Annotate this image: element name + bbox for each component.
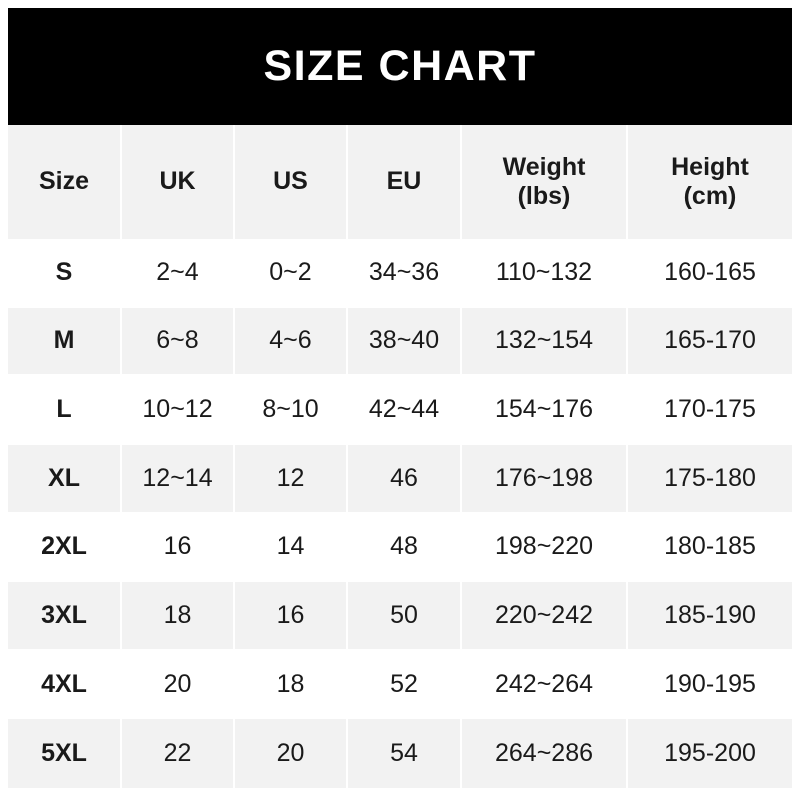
table-row: L 10~12 8~10 42~44 154~176 170-175 [8,376,792,445]
cell-size: 4XL [8,650,122,720]
cell-us: 0~2 [235,239,348,308]
cell-uk: 22 [122,719,235,788]
column-header-weight: Weight (lbs) [462,125,628,239]
cell-size: 5XL [8,719,122,788]
cell-height: 165-170 [628,307,792,377]
table-row: S 2~4 0~2 34~36 110~132 160-165 [8,239,792,308]
column-header-height: Height (cm) [628,125,792,239]
cell-us: 12 [235,444,348,514]
table-row: XL 12~14 12 46 176~198 175-180 [8,444,792,514]
table-body: S 2~4 0~2 34~36 110~132 160-165 M 6~8 4~… [8,239,792,788]
table-row: M 6~8 4~6 38~40 132~154 165-170 [8,307,792,377]
cell-uk: 6~8 [122,307,235,377]
column-header-uk-label: UK [159,167,196,196]
table-row: 3XL 18 16 50 220~242 185-190 [8,582,792,651]
cell-eu: 46 [348,444,462,514]
cell-size: M [8,307,122,377]
cell-size: XL [8,444,122,514]
cell-uk: 18 [122,582,235,651]
cell-height: 180-185 [628,513,792,583]
cell-uk: 12~14 [122,444,235,514]
column-header-size-label: Size [38,167,90,196]
table-header-row: Size UK US EU Weight (lbs) Height (cm) [8,125,792,239]
column-header-weight-label: Weight [502,152,586,181]
cell-weight: 132~154 [462,307,628,377]
cell-height: 195-200 [628,719,792,788]
cell-weight: 154~176 [462,376,628,445]
cell-us: 8~10 [235,376,348,445]
cell-size: 3XL [8,582,122,651]
page-title: SIZE CHART [263,42,537,90]
cell-size: 2XL [8,513,122,583]
cell-eu: 34~36 [348,239,462,308]
title-banner: SIZE CHART [8,8,792,125]
cell-size: L [8,376,122,445]
cell-height: 190-195 [628,650,792,720]
cell-weight: 110~132 [462,239,628,308]
column-header-us-label: US [273,167,308,196]
cell-weight: 198~220 [462,513,628,583]
table-row: 2XL 16 14 48 198~220 180-185 [8,513,792,583]
cell-eu: 48 [348,513,462,583]
cell-height: 160-165 [628,239,792,308]
table-row: 4XL 20 18 52 242~264 190-195 [8,650,792,720]
cell-uk: 20 [122,650,235,720]
column-header-uk: UK [122,125,235,239]
cell-uk: 2~4 [122,239,235,308]
cell-weight: 264~286 [462,719,628,788]
column-header-us: US [235,125,348,239]
column-header-size: Size [8,125,122,239]
cell-weight: 220~242 [462,582,628,651]
cell-height: 170-175 [628,376,792,445]
column-header-eu-label: EU [386,167,422,196]
cell-eu: 50 [348,582,462,651]
cell-height: 175-180 [628,444,792,514]
table-header: Size UK US EU Weight (lbs) Height (cm) [8,125,792,239]
column-header-weight-unit: (lbs) [517,182,571,210]
cell-uk: 16 [122,513,235,583]
cell-weight: 176~198 [462,444,628,514]
cell-eu: 42~44 [348,376,462,445]
cell-eu: 54 [348,719,462,788]
cell-height: 185-190 [628,582,792,651]
size-chart-table: Size UK US EU Weight (lbs) Height (cm) [8,125,792,788]
table-row: 5XL 22 20 54 264~286 195-200 [8,719,792,788]
cell-us: 4~6 [235,307,348,377]
column-header-height-unit: (cm) [683,182,737,210]
column-header-eu: EU [348,125,462,239]
cell-eu: 52 [348,650,462,720]
cell-eu: 38~40 [348,307,462,377]
cell-uk: 10~12 [122,376,235,445]
column-header-height-label: Height [671,152,749,181]
cell-us: 18 [235,650,348,720]
cell-us: 20 [235,719,348,788]
cell-us: 16 [235,582,348,651]
cell-size: S [8,239,122,308]
cell-weight: 242~264 [462,650,628,720]
cell-us: 14 [235,513,348,583]
